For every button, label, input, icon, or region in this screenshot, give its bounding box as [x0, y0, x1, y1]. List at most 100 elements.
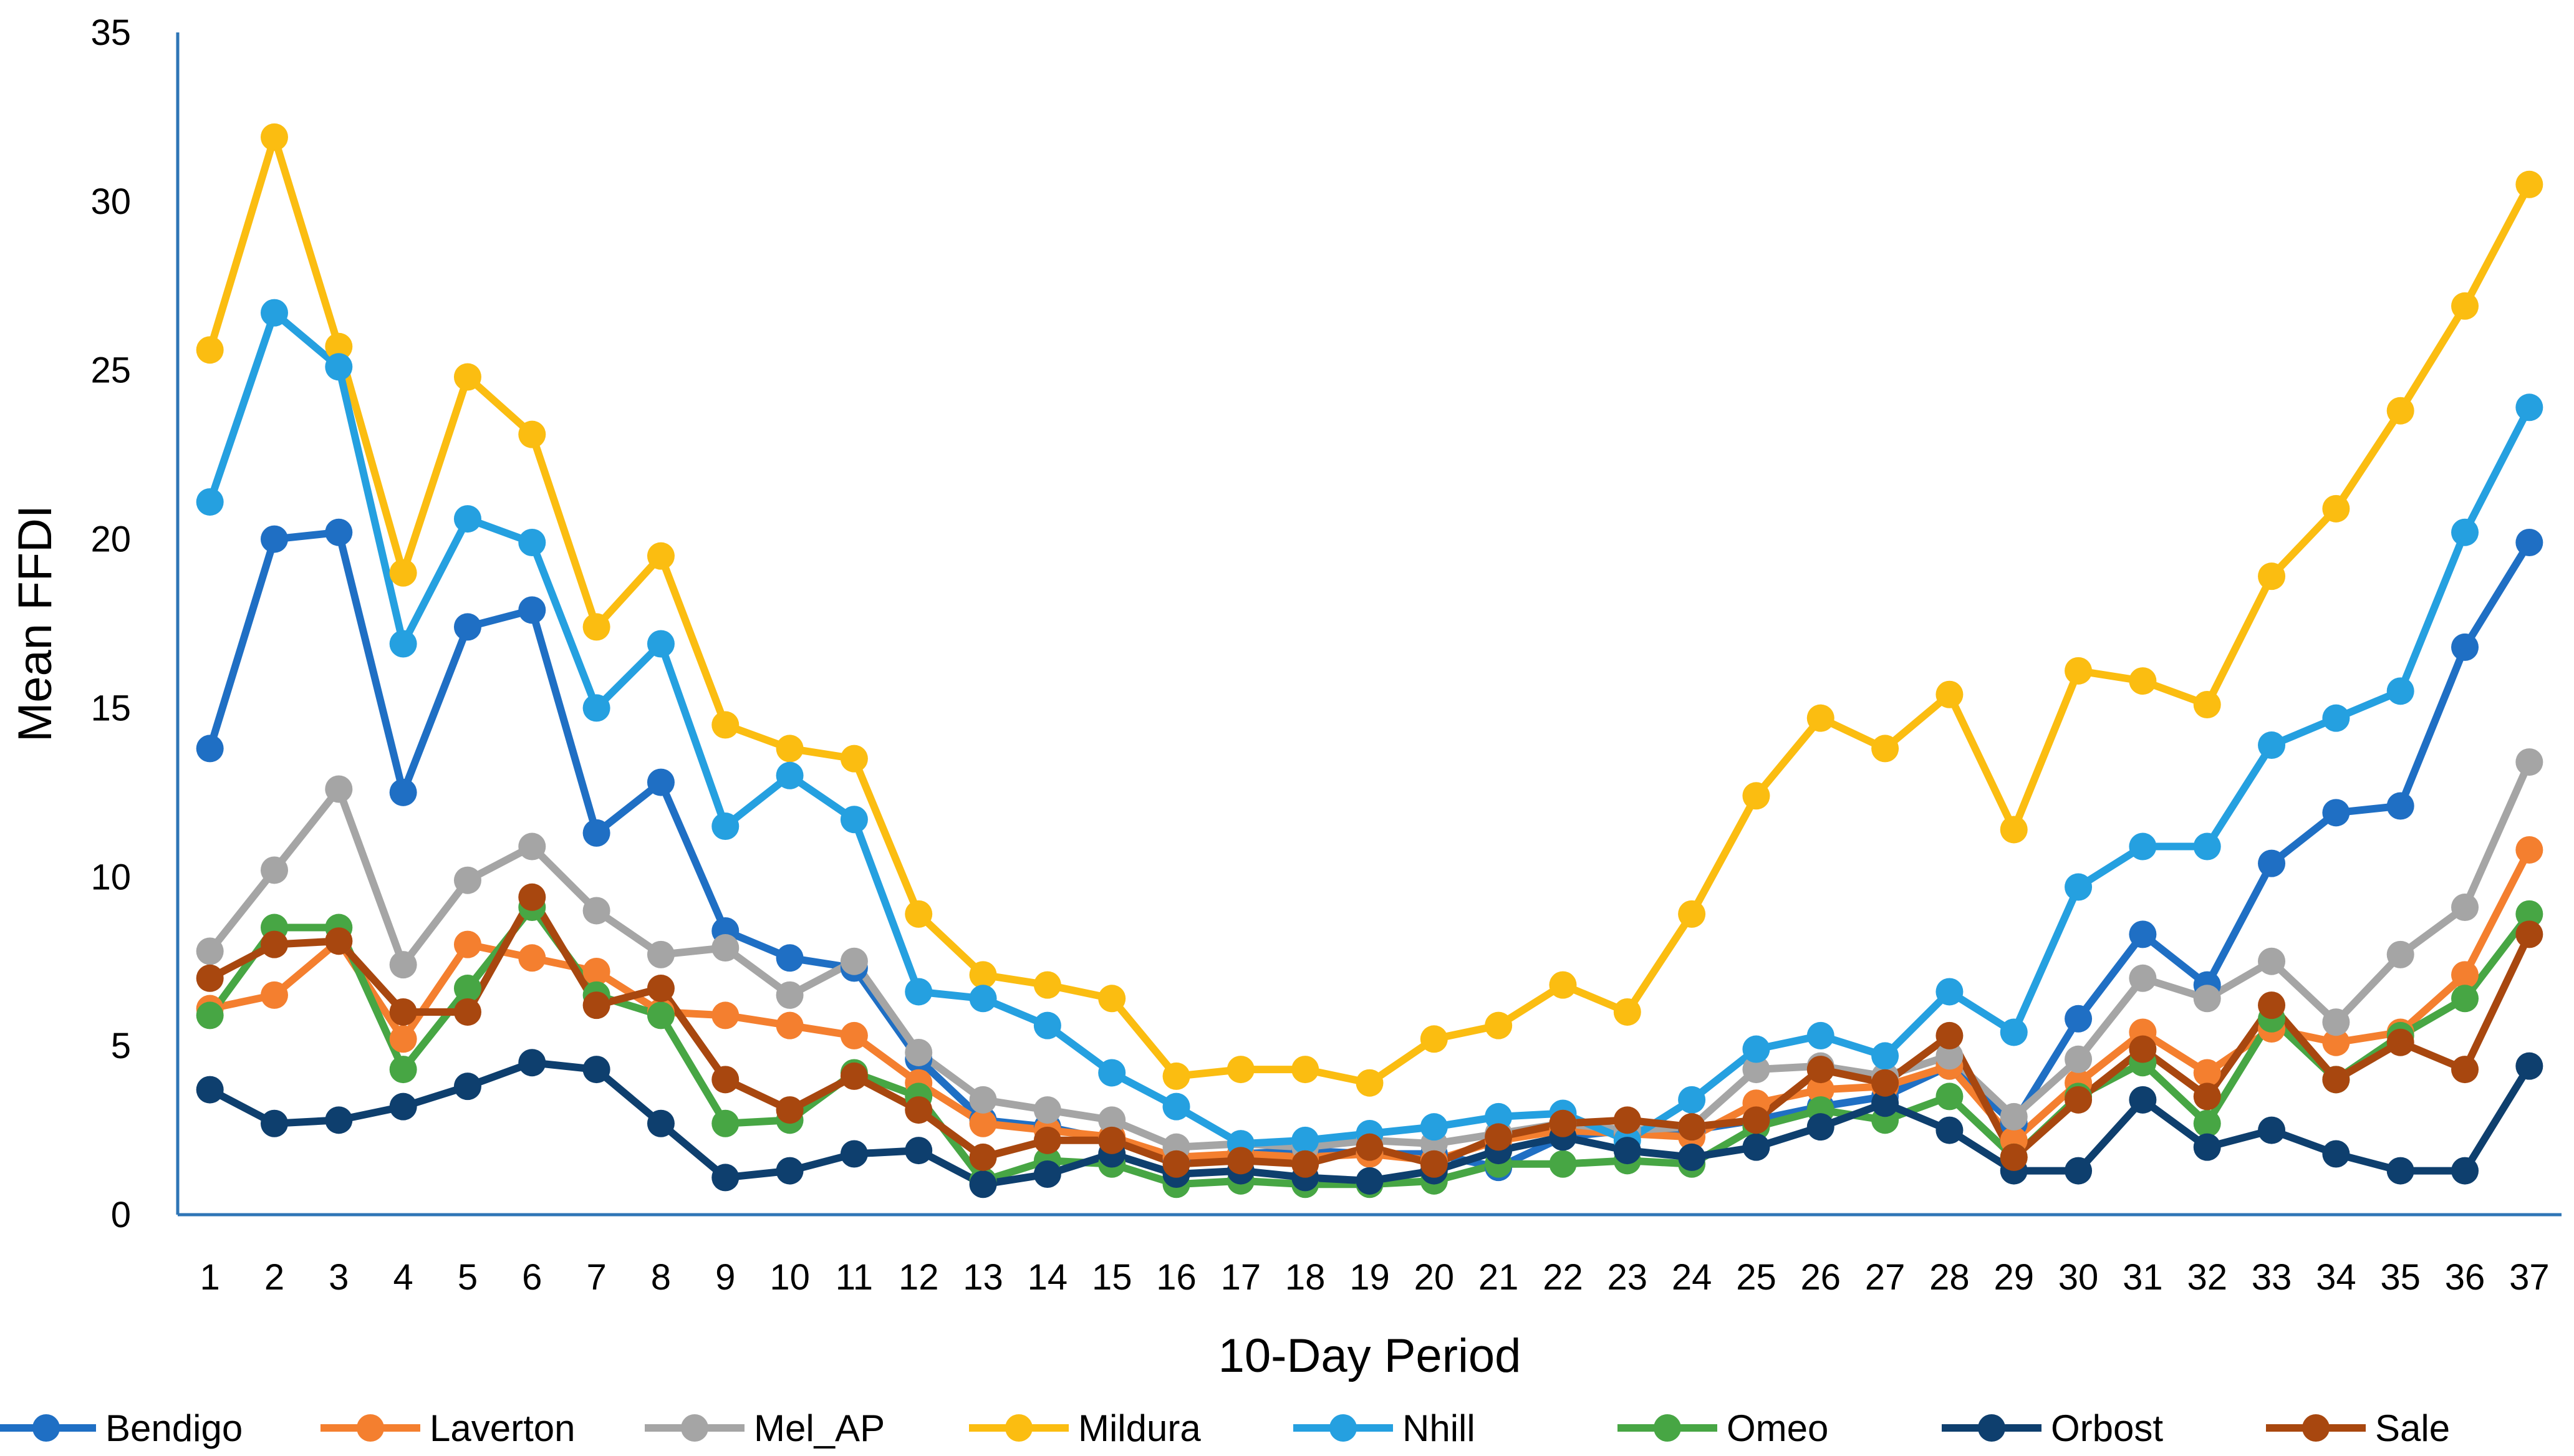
x-tick-label: 4 [393, 1257, 413, 1298]
data-point-mel-ap [453, 866, 481, 894]
x-tick-label: 36 [2445, 1257, 2485, 1298]
data-point-laverton [711, 1001, 740, 1029]
data-point-mildura [647, 542, 675, 570]
data-point-bendigo [260, 525, 288, 553]
data-point-orbost [1033, 1160, 1061, 1188]
data-point-mildura [1162, 1062, 1190, 1090]
data-point-sale [1033, 1126, 1061, 1154]
x-tick-label: 10 [769, 1257, 810, 1298]
data-point-mel-ap [2258, 947, 2286, 975]
data-point-mel-ap [2322, 1008, 2350, 1036]
data-point-laverton [2515, 836, 2543, 864]
data-point-laverton [582, 957, 610, 985]
data-point-mel-ap [260, 856, 288, 884]
data-point-orbost [1871, 1089, 1899, 1117]
data-point-nhill [389, 630, 417, 658]
data-point-bendigo [2386, 792, 2414, 820]
data-point-bendigo [2322, 799, 2350, 827]
series-line-nhill [206, 309, 2533, 1148]
data-point-mildura [969, 961, 997, 989]
data-point-mel-ap [325, 775, 353, 803]
data-point-nhill [2386, 677, 2414, 705]
legend-swatch-marker-omeo [1654, 1414, 1681, 1442]
data-point-bendigo [196, 735, 224, 763]
legend-label-mel-ap: Mel_AP [754, 1407, 885, 1449]
y-tick-label: 0 [111, 1195, 131, 1235]
data-point-laverton [389, 1025, 417, 1053]
x-tick-label: 21 [1478, 1257, 1519, 1298]
data-point-bendigo [647, 768, 675, 796]
x-tick-label: 29 [1993, 1257, 2034, 1298]
data-point-sale [2515, 920, 2543, 948]
data-point-orbost [196, 1076, 224, 1104]
data-point-mel-ap [196, 937, 224, 965]
data-point-sale [776, 1096, 804, 1124]
data-point-bendigo [776, 944, 804, 972]
data-point-bendigo [2065, 1005, 2093, 1033]
data-point-mildura [1806, 704, 1834, 732]
data-point-laverton [969, 1109, 997, 1137]
data-point-mildura [1291, 1056, 1319, 1084]
data-point-orbost [325, 1106, 353, 1134]
data-point-orbost [1935, 1116, 1964, 1144]
data-point-orbost [389, 1092, 417, 1121]
data-point-nhill [2451, 518, 2479, 546]
data-point-orbost [776, 1157, 804, 1185]
y-tick-label: 30 [90, 181, 131, 222]
data-point-laverton [453, 930, 481, 958]
data-point-nhill [1678, 1086, 1706, 1114]
data-point-mildura [582, 613, 610, 641]
x-tick-label: 14 [1028, 1257, 1068, 1298]
x-tick-label: 3 [329, 1257, 349, 1298]
data-point-sale [1291, 1150, 1319, 1178]
data-point-laverton [518, 944, 546, 972]
data-point-orbost [2193, 1133, 2221, 1161]
data-point-sale [1098, 1126, 1126, 1154]
data-point-mel-ap [2193, 985, 2221, 1013]
legend-label-laverton: Laverton [430, 1407, 576, 1449]
data-point-omeo [2515, 900, 2543, 928]
data-point-mildura [1935, 680, 1964, 708]
data-point-sale [1871, 1069, 1899, 1097]
x-tick-label: 25 [1736, 1257, 1776, 1298]
data-point-nhill [1485, 1102, 1513, 1131]
data-point-mel-ap [2129, 964, 2157, 992]
x-tick-label: 13 [963, 1257, 1003, 1298]
y-tick-label: 15 [90, 688, 131, 728]
data-point-orbost [2386, 1157, 2414, 1185]
data-point-laverton [2193, 1059, 2221, 1087]
legend-label-sale: Sale [2375, 1407, 2450, 1449]
data-point-mildura [1033, 971, 1061, 999]
data-point-sale [1227, 1147, 1255, 1175]
data-point-omeo [1549, 1150, 1577, 1178]
data-point-orbost [1742, 1133, 1770, 1161]
data-point-sale [647, 975, 675, 1003]
data-point-bendigo [2129, 920, 2157, 948]
data-point-sale [582, 991, 610, 1020]
legend-label-omeo: Omeo [1727, 1407, 1828, 1449]
data-point-sale [969, 1143, 997, 1171]
data-point-mildura [840, 745, 868, 773]
data-point-nhill [2065, 873, 2093, 901]
data-point-orbost [969, 1170, 997, 1198]
data-point-orbost [2451, 1157, 2479, 1185]
data-point-sale [1549, 1109, 1577, 1137]
x-tick-label: 30 [2058, 1257, 2099, 1298]
data-point-nhill [2000, 1018, 2028, 1046]
data-point-nhill [1871, 1042, 1899, 1070]
x-axis-title: 10-Day Period [1218, 1329, 1521, 1382]
x-tick-label: 24 [1672, 1257, 1712, 1298]
data-point-orbost [2515, 1052, 2543, 1080]
data-point-mel-ap [582, 897, 610, 925]
data-point-orbost [260, 1109, 288, 1137]
data-point-nhill [2322, 704, 2350, 732]
data-point-sale [711, 1066, 740, 1094]
x-tick-label: 23 [1608, 1257, 1648, 1298]
x-tick-label: 27 [1865, 1257, 1906, 1298]
data-point-nhill [969, 985, 997, 1013]
data-point-mel-ap [389, 951, 417, 979]
data-point-mel-ap [1935, 1042, 1964, 1070]
data-point-orbost [582, 1056, 610, 1084]
data-point-sale [1420, 1150, 1448, 1178]
